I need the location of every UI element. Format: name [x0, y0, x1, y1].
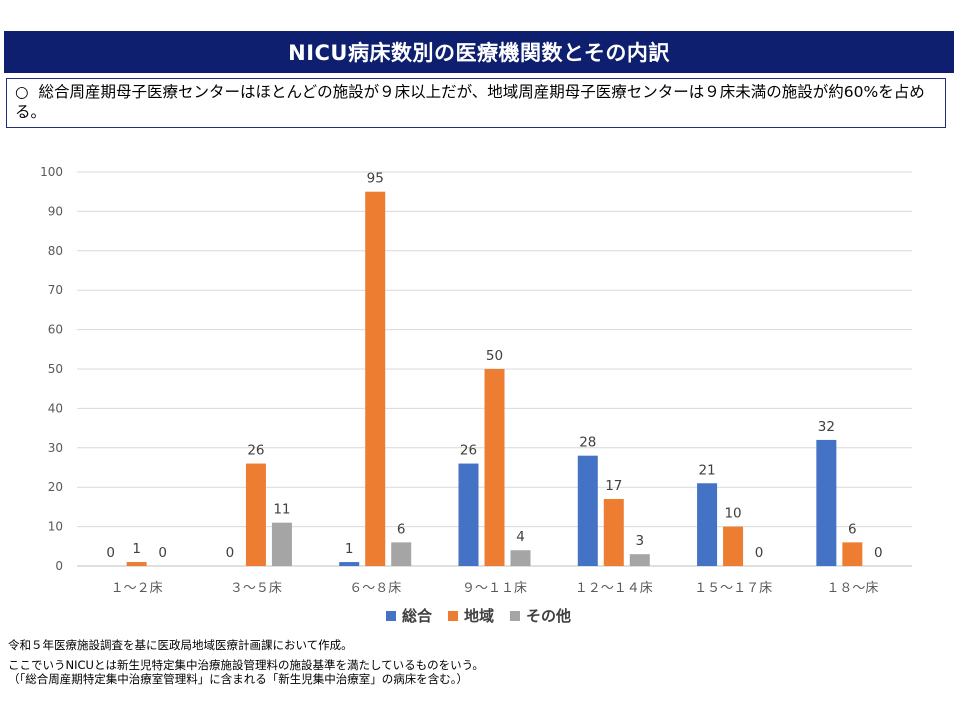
y-tick-label: 10: [48, 520, 63, 534]
bar-総合-2: [339, 562, 360, 566]
y-tick-label: 90: [48, 204, 63, 218]
x-category-label: １８～床: [826, 581, 878, 596]
footnote-source: 令和５年医療施設調査を基に医政局地域医療計画課において作成。: [8, 638, 353, 652]
data-label: 0: [106, 545, 115, 561]
data-label: 1: [132, 541, 141, 557]
bar-その他-1: [271, 522, 292, 566]
x-category-label: ３～５床: [230, 581, 282, 596]
data-label: 95: [367, 171, 384, 187]
page-title: NICU病床数別の医療機関数とその内訳: [4, 31, 954, 73]
data-label: 17: [605, 478, 622, 494]
legend-swatch-その他: [510, 611, 520, 621]
y-tick-label: 80: [48, 244, 63, 258]
bar-その他-3: [510, 550, 531, 566]
bar-その他-4: [629, 554, 650, 566]
data-label: 0: [755, 545, 764, 561]
data-label: 0: [158, 545, 167, 561]
bar-地域-1: [245, 463, 266, 566]
legend-swatch-総合: [386, 611, 396, 621]
bar-総合-6: [816, 439, 837, 566]
y-tick-label: 60: [48, 323, 63, 337]
data-label: 3: [635, 533, 644, 549]
y-tick-label: 20: [48, 480, 63, 494]
y-tick-label: 30: [48, 441, 63, 455]
bar-その他-2: [391, 542, 412, 566]
y-tick-label: 40: [48, 401, 63, 415]
data-label: 21: [698, 462, 715, 478]
x-category-label: ９～１１床: [462, 581, 527, 596]
data-label: 6: [848, 521, 857, 537]
data-label: 50: [486, 348, 503, 364]
x-category-label: １２～１４床: [575, 581, 653, 596]
data-label: 10: [724, 506, 741, 522]
data-label: 11: [273, 502, 290, 518]
legend-swatch-地域: [448, 611, 458, 621]
data-label: 0: [874, 545, 883, 561]
bar-地域-5: [723, 526, 744, 566]
x-category-label: １～２床: [111, 581, 163, 596]
bar-地域-6: [842, 542, 863, 566]
bar-総合-4: [577, 455, 598, 566]
chart-legend: 総合 地域 その他: [386, 607, 571, 625]
y-axis-ticks: 0 10 20 30 40 50 60 70 80 90 100: [40, 165, 63, 573]
legend-label-その他: その他: [526, 607, 571, 625]
summary-box: ○ 総合周産期母子医療センターはほとんどの施設が９床以上だが、地域周産期母子医療セ…: [6, 78, 946, 128]
y-tick-label: 50: [48, 362, 63, 376]
y-tick-label: 0: [55, 559, 63, 573]
data-label: 32: [818, 419, 835, 435]
footnote-definition-detail: （「総合周産期特定集中治療室管理料」に含まれる「新生児集中治療室」の病床を含む。…: [8, 672, 468, 686]
x-axis-categories: １～２床 ３～５床 ６～８床 ９～１１床 １２～１４床 １５～１７床 １８～床: [111, 581, 879, 596]
x-category-label: ６～８床: [349, 581, 401, 596]
summary-bullet: ○: [15, 83, 29, 101]
data-label: 1: [345, 541, 354, 557]
data-label: 28: [579, 435, 596, 451]
data-label: 26: [247, 443, 264, 459]
y-tick-label: 70: [48, 283, 63, 297]
chart-bars: [126, 191, 863, 566]
summary-text: 総合周産期母子医療センターはほとんどの施設が９床以上だが、地域周産期母子医療セン…: [15, 83, 925, 121]
bar-総合-5: [697, 483, 718, 566]
bar-地域-4: [603, 499, 624, 566]
bar-地域-2: [365, 191, 386, 566]
bar-地域-3: [484, 369, 505, 566]
x-category-label: １５～１７床: [694, 581, 772, 596]
legend-label-総合: 総合: [402, 607, 433, 625]
y-tick-label: 100: [40, 165, 63, 179]
footnotes: 令和５年医療施設調査を基に医政局地域医療計画課において作成。 ここでいうNICU…: [8, 638, 948, 686]
bar-地域-0: [126, 562, 147, 566]
data-label: 0: [226, 545, 235, 561]
data-label: 4: [516, 529, 525, 545]
legend-label-地域: 地域: [464, 607, 494, 625]
bar-総合-3: [458, 463, 479, 566]
data-label: 6: [397, 521, 406, 537]
footnote-definition: ここでいうNICUとは新生児特定集中治療施設管理料の施設基準を満たしているものを…: [8, 658, 484, 672]
page-title-text: NICU病床数別の医療機関数とその内訳: [288, 41, 670, 65]
data-label: 26: [460, 443, 477, 459]
